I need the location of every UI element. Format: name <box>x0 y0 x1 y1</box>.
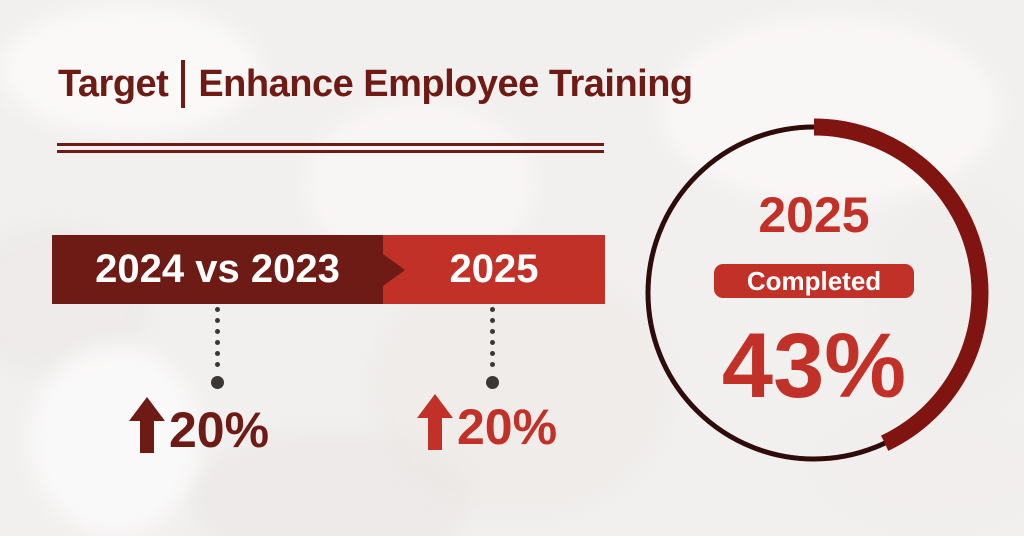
donut-progress-arc <box>813 118 989 451</box>
arrow-up-icon <box>129 397 165 453</box>
slide-title: Target Enhance Employee Training <box>58 60 693 108</box>
slide-title-right: Enhance Employee Training <box>198 62 693 105</box>
connector-dot <box>215 340 220 345</box>
increase-stat-label: 20% <box>457 399 558 455</box>
increase-stat-label: 20% <box>169 402 270 458</box>
connector-dot <box>215 329 220 334</box>
arrow-up-icon <box>417 394 453 450</box>
connector-dot <box>490 318 495 323</box>
completion-donut-chart: 2025 Completed 43% <box>629 108 999 478</box>
connector-dot <box>490 362 495 367</box>
donut-ring <box>645 118 989 462</box>
banner-left-label: 2024 vs 2023 <box>95 247 340 291</box>
connector-end-dot <box>486 376 499 389</box>
title-divider-bar <box>181 60 186 108</box>
title-underline <box>57 143 604 153</box>
banner-segment-2025: 2025 <box>383 235 605 304</box>
connector-dot <box>215 318 220 323</box>
donut-percent-value: 43% <box>721 315 907 417</box>
increase-stat-2025: 20% <box>417 394 558 455</box>
connector-dot <box>490 340 495 345</box>
slide-title-left: Target <box>58 62 169 105</box>
connector-dot <box>490 351 495 356</box>
connector-dotted-line-right <box>486 307 499 389</box>
connector-dot <box>215 307 220 312</box>
connector-dot <box>215 351 220 356</box>
connector-dot <box>490 329 495 334</box>
connector-dot <box>215 362 220 367</box>
completed-badge-label: Completed <box>746 265 882 296</box>
increase-stat-2024-vs-2023: 20% <box>129 397 270 458</box>
banner-arrowhead-icon <box>383 253 405 286</box>
banner-right-label: 2025 <box>449 247 539 291</box>
donut-year-label: 2025 <box>758 187 870 243</box>
banner-segment-2024-vs-2023: 2024 vs 2023 <box>52 235 383 304</box>
completed-badge: Completed <box>714 264 914 298</box>
connector-dotted-line-left <box>211 307 224 389</box>
comparison-banner: 2024 vs 2023 2025 <box>52 235 605 304</box>
connector-dot <box>490 307 495 312</box>
connector-end-dot <box>211 376 224 389</box>
